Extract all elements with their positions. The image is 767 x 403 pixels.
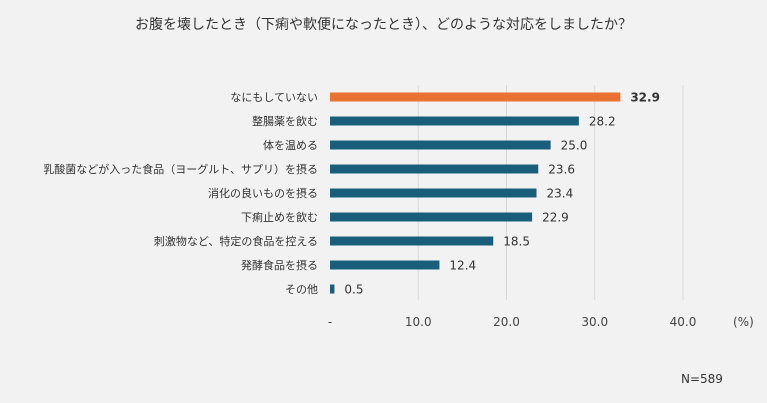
bar xyxy=(330,188,537,198)
data-label: 18.5 xyxy=(503,235,530,249)
bar xyxy=(330,92,621,102)
category-label: 整腸薬を飲む xyxy=(252,114,318,128)
category-label: 体を温める xyxy=(263,138,318,152)
category-label: 乳酸菌などが入った食品（ヨーグルト、サプリ）を摂る xyxy=(43,162,318,176)
data-label: 23.6 xyxy=(548,163,575,177)
bar xyxy=(330,164,539,174)
bar xyxy=(330,116,579,126)
category-label: その他 xyxy=(285,283,318,296)
category-label: 消化の良いものを摂る xyxy=(208,186,318,200)
sample-size-note: N=589 xyxy=(681,372,723,386)
category-label: 下痢止めを飲む xyxy=(241,210,318,224)
bar xyxy=(330,260,440,270)
category-label: なにもしていない xyxy=(230,91,318,104)
data-label: 22.9 xyxy=(542,211,569,225)
data-label: 25.0 xyxy=(561,139,588,153)
bar xyxy=(330,212,533,222)
x-tick-label: 30.0 xyxy=(581,315,608,329)
category-label: 発酵食品を摂る xyxy=(241,258,318,272)
x-tick-label: 10.0 xyxy=(405,315,432,329)
data-label: 12.4 xyxy=(449,259,476,273)
bar xyxy=(330,236,494,246)
data-label: 23.4 xyxy=(547,187,574,201)
data-label: 28.2 xyxy=(589,115,616,129)
x-tick-label: - xyxy=(328,315,332,329)
x-tick-label: 40.0 xyxy=(670,315,697,329)
data-label: 32.9 xyxy=(630,91,660,105)
bar xyxy=(330,284,335,294)
bar xyxy=(330,140,551,150)
chart-title: お腹を壊したとき（下痢や軟便になったとき）、どのような対応をしましたか？ xyxy=(135,17,632,33)
unit-label: (%) xyxy=(733,315,754,329)
data-label: 0.5 xyxy=(344,283,363,297)
category-label: 刺激物など、特定の食品を控える xyxy=(154,234,318,248)
x-tick-label: 20.0 xyxy=(493,315,520,329)
